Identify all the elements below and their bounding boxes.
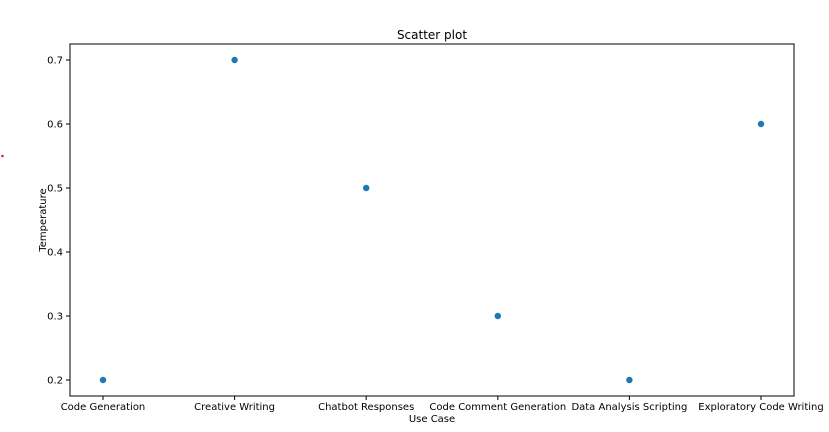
data-points	[99, 56, 765, 384]
y-tick-label: 0.5	[47, 184, 63, 195]
x-tick-label: Creative Writing	[194, 402, 275, 413]
data-point	[231, 56, 238, 64]
plot-area-frame	[69, 43, 795, 397]
x-axis: Code Generation Creative Writing Chatbot R…	[61, 396, 824, 413]
y-axis-title: Temperature	[38, 188, 49, 252]
y-tick-label: 0.3	[47, 312, 63, 323]
y-tick-label: 0.4	[47, 248, 63, 259]
y-axis: 0.2 0.3 0.4 0.5 0.6 0.7	[47, 56, 70, 387]
y-tick-label: 0.7	[47, 56, 63, 67]
x-tick-label: Code Generation	[61, 402, 146, 413]
stray-red-dot	[1, 154, 4, 158]
x-tick-label: Exploratory Code Writing	[698, 402, 823, 413]
data-point	[494, 312, 501, 320]
data-point	[626, 376, 633, 384]
x-tick-label: Code Comment Generation	[429, 402, 566, 413]
x-tick-label: Data Analysis Scripting	[571, 402, 687, 413]
data-point	[757, 120, 765, 128]
y-tick-label: 0.2	[47, 376, 63, 387]
x-tick-label: Chatbot Responses	[318, 402, 414, 413]
data-point	[363, 184, 370, 192]
y-tick-label: 0.6	[47, 120, 63, 131]
x-axis-title: Use Case	[409, 414, 455, 425]
data-point	[99, 376, 107, 384]
chart-title: Scatter plot	[397, 28, 467, 42]
